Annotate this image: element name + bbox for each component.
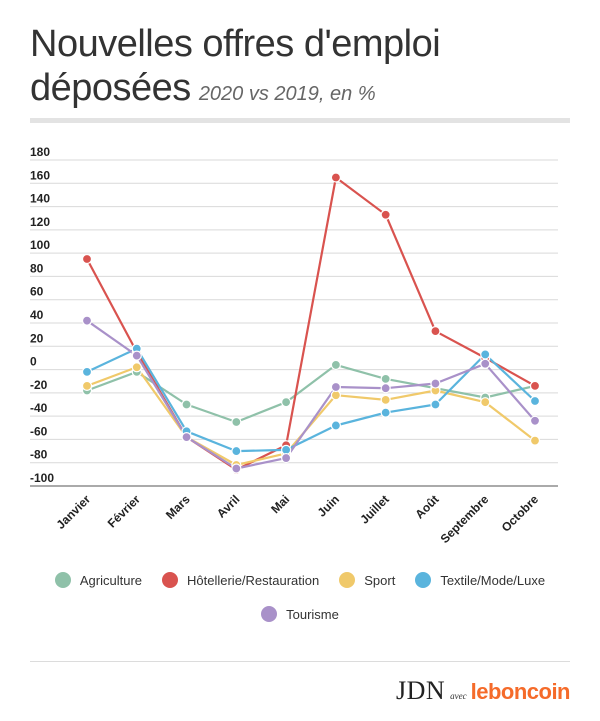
legend-swatch [261,606,278,622]
x-tick-label: Juillet [357,492,391,526]
legend-label: Textile/Mode/Luxe [440,572,546,588]
legend-label: Tourisme [286,606,339,622]
data-point [330,381,341,393]
data-point [81,315,93,326]
data-point [330,420,341,431]
legend-row-1: Agriculture Hôtellerie/Restauration Sport T… [30,572,570,588]
data-point [81,366,93,377]
data-point [430,378,441,389]
legend-swatch [339,572,356,588]
jdn-logo: JDN [395,676,446,705]
x-tick-label: Janvier [54,492,94,532]
y-tick-label: -100 [30,471,54,485]
y-tick-label: 140 [30,192,50,206]
title-line-2: déposées 2020 vs 2019, en % [30,66,575,116]
y-tick-label: 80 [30,261,44,275]
data-point [430,326,441,337]
legend-item: Agriculture [54,572,143,588]
legend-item: Tourisme [261,606,339,622]
chart-legend: Agriculture Hôtellerie/Restauration Sport T… [30,572,570,640]
title-line-1: Nouvelles offres d'emploi [30,23,441,65]
legend-label: Hôtellerie/Restauration [187,572,320,588]
data-point [181,432,192,443]
data-point [380,407,391,418]
x-tick-label: Avril [214,492,242,520]
x-tick-label: Juin [315,492,342,519]
data-point [81,253,93,265]
y-tick-label: -80 [30,448,48,462]
y-tick-label: 180 [30,145,50,159]
y-tick-label: 120 [30,215,50,229]
x-tick-label: Février [105,492,143,530]
x-tick-label: Mars [163,492,193,522]
legend-item: Textile/Mode/Luxe [415,572,545,588]
data-point [380,383,391,394]
legend-item: Sport [339,572,395,588]
footer-divider [30,661,570,662]
legend-swatch [415,572,432,588]
data-point [480,358,491,369]
legend-label: Agriculture [79,572,143,588]
data-point [231,416,242,428]
data-point [81,380,93,391]
data-point [529,380,541,391]
series-line [86,347,536,453]
y-tick-label: -20 [30,378,48,392]
data-point [281,452,292,464]
data-point [330,359,341,371]
brand-logos: JDN avec leboncoin [395,676,571,706]
data-point [231,445,242,457]
legend-item: Hôtellerie/Restauration [162,572,319,588]
y-tick-label: 40 [30,308,44,322]
leboncoin-logo: leboncoin [470,679,571,704]
chart-title: Nouvelles offres d'emploi déposées 2020 v… [30,22,575,116]
data-point [529,395,541,407]
data-point [480,349,491,360]
title-main-word: déposées [30,67,191,109]
y-tick-label: 60 [30,285,44,299]
chart-subtitle: 2020 vs 2019, en % [198,83,376,105]
y-tick-label: 100 [30,238,50,252]
data-point [330,172,341,183]
legend-swatch [162,572,179,588]
series-line [86,319,536,470]
y-tick-label: -40 [30,401,48,415]
data-point [529,415,541,426]
data-point [281,397,292,408]
data-point [231,463,242,474]
x-tick-label: Mai [268,492,292,516]
data-point [380,209,391,220]
data-point [430,399,441,410]
y-tick-label: -60 [30,424,48,438]
x-tick-label: Octobre [499,492,542,535]
x-tick-label: Août [412,492,441,521]
y-tick-label: 20 [30,331,44,345]
data-point [131,362,142,373]
title-divider [30,118,570,123]
data-point [480,397,491,408]
line-chart: -100 -80 -60 -40 -20 0 20 40 60 80 100 120 140 160 180… [30,145,558,546]
legend-row-2: Tourisme [30,606,570,622]
x-tick-label: Septembre [438,492,492,546]
data-point [181,399,192,410]
brand-avec-text: avec [450,691,467,701]
data-point [131,350,142,361]
data-point [380,373,391,384]
legend-label: Sport [364,572,396,588]
y-tick-label: 0 [30,355,37,369]
legend-swatch [54,572,71,588]
data-point [380,394,391,405]
y-tick-label: 160 [30,168,50,182]
data-point [529,435,541,446]
